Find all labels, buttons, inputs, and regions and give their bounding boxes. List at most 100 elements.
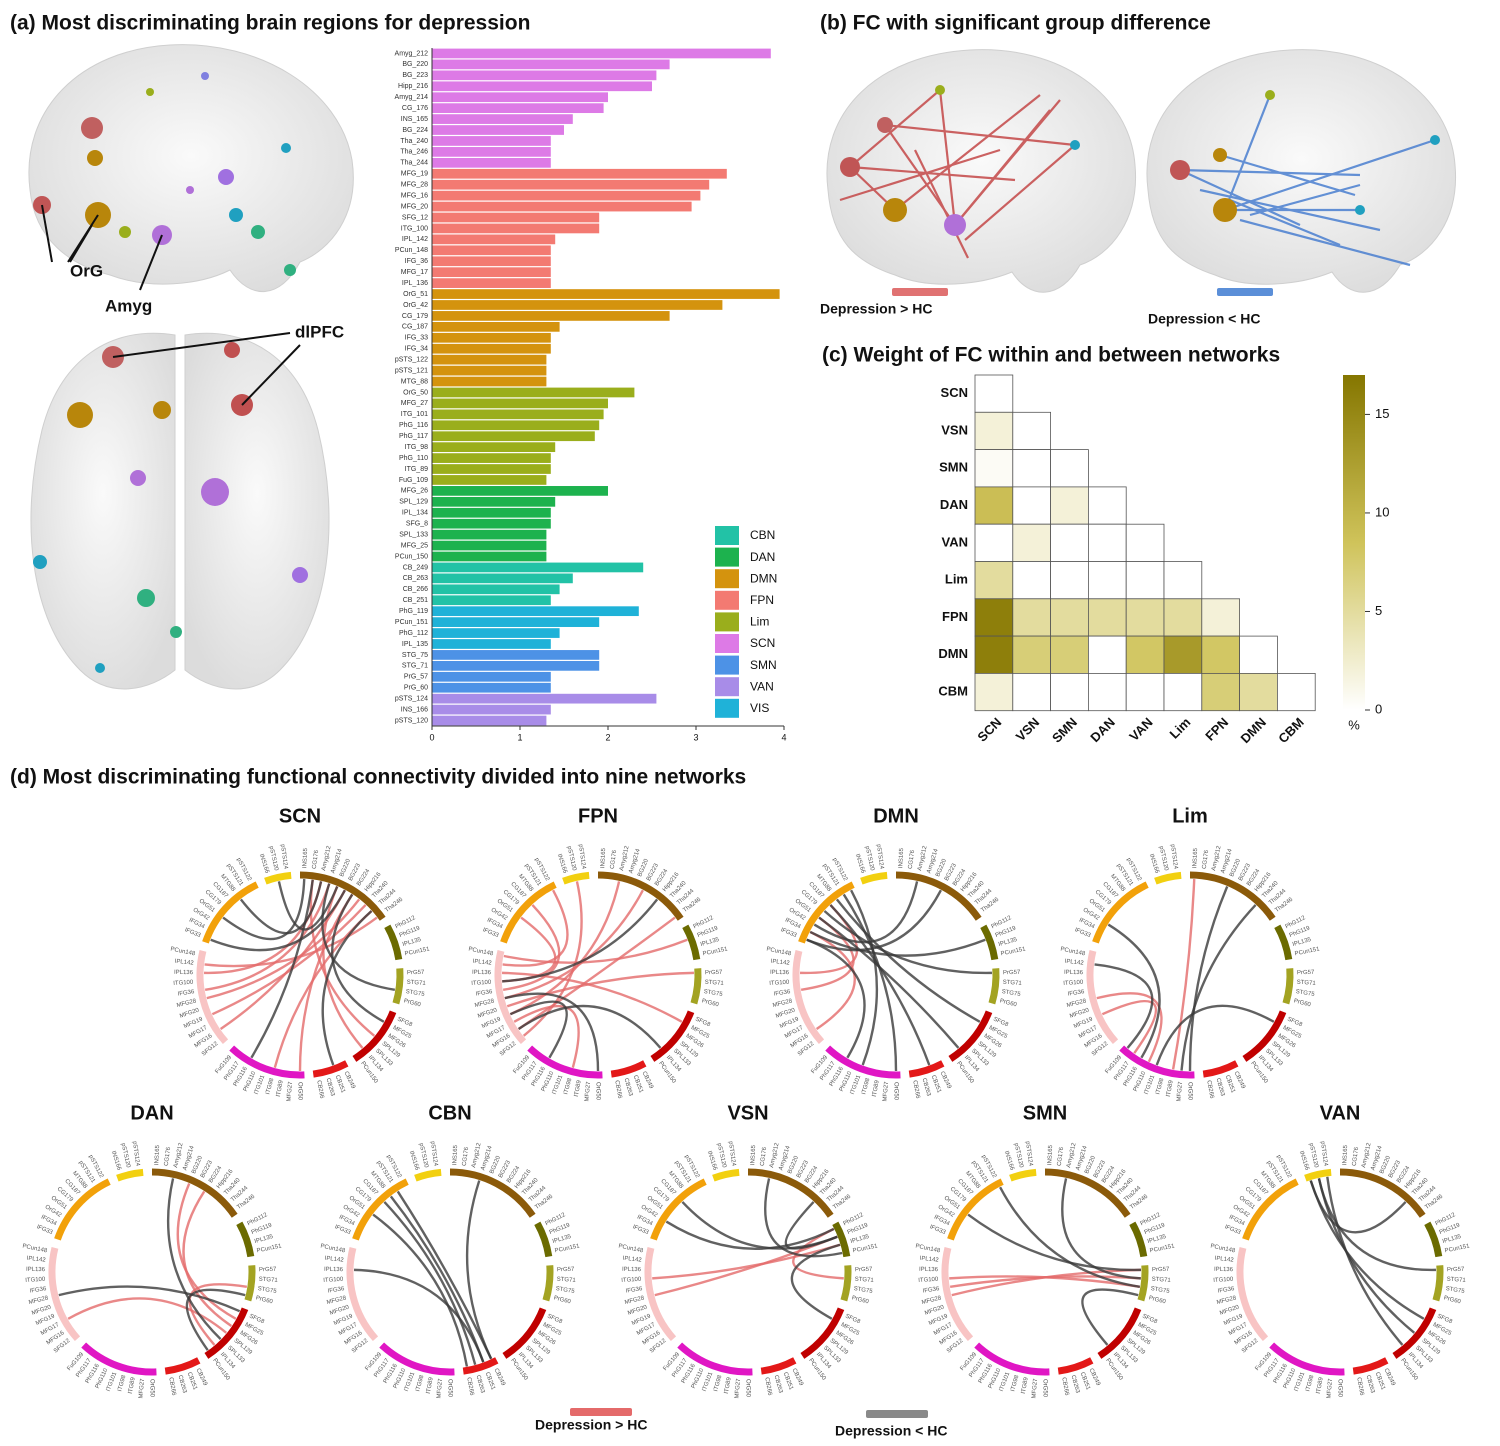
y-tick-label: SFG_12 [402, 214, 428, 221]
node-label: PrG57 [1447, 1267, 1465, 1273]
ring-segment [151, 1168, 238, 1218]
legend-swatch [866, 1410, 928, 1418]
chord [239, 881, 323, 935]
node-label: MFG27 [1176, 1081, 1184, 1102]
node-label: MFG28 [28, 1295, 50, 1306]
bar [432, 584, 560, 595]
heatmap-cell [1050, 449, 1089, 488]
bar [432, 201, 692, 212]
node-label: IFG33 [482, 927, 500, 939]
heatmap-cell [1125, 523, 1165, 562]
node-label: ITG101 [1294, 1371, 1307, 1392]
y-tick-label: PCun_148 [395, 247, 428, 254]
y-tick-label: IFG_34 [405, 346, 428, 353]
heatmap-cell [1201, 673, 1241, 712]
x-tick-label: 0 [429, 732, 434, 742]
y-tick-label: MFG_17 [401, 269, 428, 276]
ring-segment [1092, 881, 1149, 944]
ring-segment [196, 950, 229, 1045]
ring-segment [1086, 950, 1119, 1045]
heatmap-cell [1088, 635, 1127, 674]
ring-segment [690, 968, 702, 1005]
y-tick-label: pSTS_121 [395, 367, 428, 374]
node-label: Amyg212 [1066, 1142, 1078, 1169]
y-tick-label: CG_176 [402, 105, 428, 112]
chord [250, 879, 314, 1059]
chord [509, 1000, 568, 1059]
y-tick-label: Tha_246 [400, 149, 428, 156]
bar [432, 464, 551, 474]
node-label: STG75 [257, 1286, 277, 1295]
chord [818, 916, 960, 1049]
ring-segment [1242, 1010, 1287, 1062]
node-label: INS165 [1192, 847, 1199, 868]
ring-segment [597, 871, 684, 921]
node-label: CG176 [760, 1146, 769, 1166]
node-label: STG75 [853, 1286, 873, 1295]
node-label: IFG36 [327, 1286, 345, 1295]
chord [1317, 1178, 1416, 1334]
chord [1309, 1180, 1407, 1234]
ring-segment [229, 1045, 305, 1079]
diagram-title: CBN [428, 1102, 471, 1124]
node-label: CG176 [312, 849, 321, 869]
legend-swatch [892, 288, 948, 296]
legend-label: SMN [750, 658, 777, 672]
node-label: ITG100 [621, 1277, 642, 1284]
node-label: PrG57 [855, 1267, 873, 1273]
node-label: PCun148 [766, 947, 792, 958]
node-label: OrG50 [1336, 1379, 1342, 1398]
chord [517, 1004, 662, 1049]
y-tick-label: PhG_117 [399, 433, 428, 440]
heatmap-cell [974, 673, 1014, 712]
node-label: ITG100 [769, 980, 790, 987]
y-tick-label: INS_166 [401, 706, 428, 713]
colorbar-tick-label: 0 [1375, 701, 1382, 716]
ring-segment [840, 1265, 852, 1302]
bar [432, 157, 551, 168]
node-label: PrG60 [1148, 1295, 1167, 1305]
bar [432, 660, 600, 671]
ring-segment [352, 1010, 397, 1062]
node-label: INS165 [452, 1144, 459, 1165]
node-label: IPL136 [324, 1267, 344, 1273]
node-label: pSTS124 [1024, 1141, 1033, 1167]
y-tick-label: CB_251 [403, 597, 428, 604]
bar [432, 267, 551, 278]
node-label: ITG98 [1305, 1374, 1315, 1392]
chord [806, 889, 942, 952]
ring-segment [116, 1168, 144, 1182]
ring-segment [860, 871, 888, 885]
y-tick-label: ITG_101 [401, 411, 428, 418]
ring-segment [542, 1265, 554, 1302]
heatmap-cell [1050, 486, 1089, 525]
heatmap-cell [1088, 561, 1127, 600]
node-label: PCun151 [702, 946, 728, 957]
node-label: IFG33 [780, 927, 798, 939]
y-tick-label: IFG_36 [405, 258, 428, 265]
bar [432, 343, 551, 354]
ring-segment [299, 871, 386, 921]
node-label: MFG28 [772, 998, 794, 1009]
ring-segment [236, 1221, 255, 1258]
heatmap-cell [1012, 561, 1051, 600]
bar [432, 442, 556, 453]
chord [784, 1201, 838, 1250]
chord [502, 889, 569, 967]
ring-segment [792, 950, 825, 1045]
heatmap-cell [974, 635, 1014, 674]
y-tick-label: MFG_27 [401, 400, 428, 407]
legend-label: CBN [750, 528, 775, 542]
ring-segment [164, 1357, 201, 1375]
node-label: IPL135 [1442, 1234, 1463, 1245]
heatmap-cell [1239, 673, 1278, 712]
heatmap-cell [1012, 635, 1051, 674]
node-label: PrG57 [407, 970, 425, 976]
node-label: CB266 [315, 1080, 324, 1100]
bar [432, 453, 551, 463]
node-label: MFG27 [882, 1081, 890, 1102]
chord [210, 889, 346, 952]
node-label: ITG101 [254, 1074, 267, 1095]
node-label: PrG60 [1443, 1295, 1462, 1305]
